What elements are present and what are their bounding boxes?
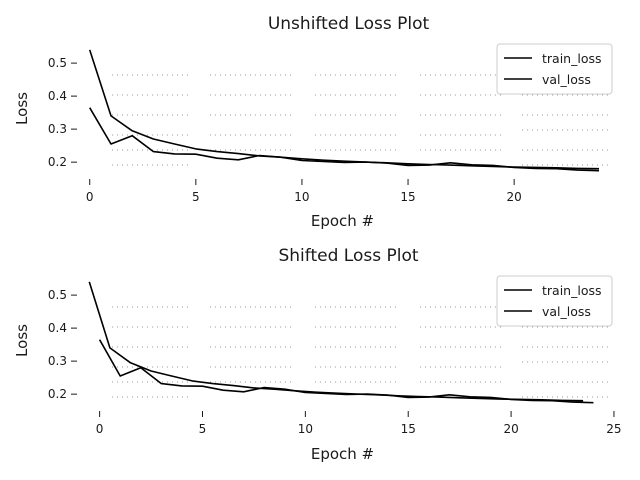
y-axis-label: Loss bbox=[13, 92, 31, 125]
x-tick-label: 20 bbox=[507, 190, 522, 204]
legend-label: train_loss bbox=[542, 283, 602, 298]
shifted-loss-chart: Shifted Loss Plot 0.2 0.3 0.4 0.5 0 5 10 15 20 25 E… bbox=[13, 246, 622, 463]
x-axis-label: Epoch # bbox=[311, 212, 374, 230]
y-tick-label: 0.3 bbox=[48, 354, 67, 368]
x-tick-label: 5 bbox=[192, 190, 200, 204]
legend-label: train_loss bbox=[542, 51, 602, 66]
x-tick-label: 20 bbox=[503, 422, 518, 436]
y-tick-label: 0.2 bbox=[48, 155, 67, 169]
unshifted-loss-chart: Unshifted Loss Plot 0.2 0.3 0.4 0.5 0 5 10 15 20 E… bbox=[13, 14, 613, 230]
legend-label: val_loss bbox=[542, 72, 591, 87]
x-tick-label: 0 bbox=[86, 190, 94, 204]
y-axis-label: Loss bbox=[13, 324, 31, 357]
legend-frame bbox=[496, 275, 613, 327]
y-tick-label: 0.2 bbox=[48, 387, 67, 401]
y-tick-label: 0.3 bbox=[48, 122, 67, 136]
legend: train_loss val_loss bbox=[496, 43, 613, 95]
x-tick-label: 5 bbox=[199, 422, 207, 436]
y-tick-label: 0.5 bbox=[48, 56, 67, 70]
background-dot-grid bbox=[112, 74, 608, 166]
y-tick-label: 0.5 bbox=[48, 288, 67, 302]
legend-label: val_loss bbox=[542, 304, 591, 319]
x-tick-label: 25 bbox=[606, 422, 621, 436]
legend: train_loss val_loss bbox=[496, 275, 613, 327]
chart-title: Shifted Loss Plot bbox=[278, 246, 418, 266]
background-dot-grid bbox=[112, 306, 608, 398]
x-axis-label: Epoch # bbox=[311, 445, 374, 463]
x-tick-label: 10 bbox=[294, 190, 309, 204]
chart-title: Unshifted Loss Plot bbox=[268, 14, 430, 34]
x-tick-label: 0 bbox=[96, 422, 104, 436]
x-tick-label: 15 bbox=[400, 190, 415, 204]
x-tick-label: 15 bbox=[401, 422, 416, 436]
y-tick-label: 0.4 bbox=[48, 89, 67, 103]
series-line-val-loss bbox=[98, 339, 594, 404]
legend-frame bbox=[496, 43, 613, 95]
y-tick-label: 0.4 bbox=[48, 321, 67, 335]
series-line-val-loss bbox=[89, 107, 600, 172]
x-tick-label: 10 bbox=[298, 422, 313, 436]
